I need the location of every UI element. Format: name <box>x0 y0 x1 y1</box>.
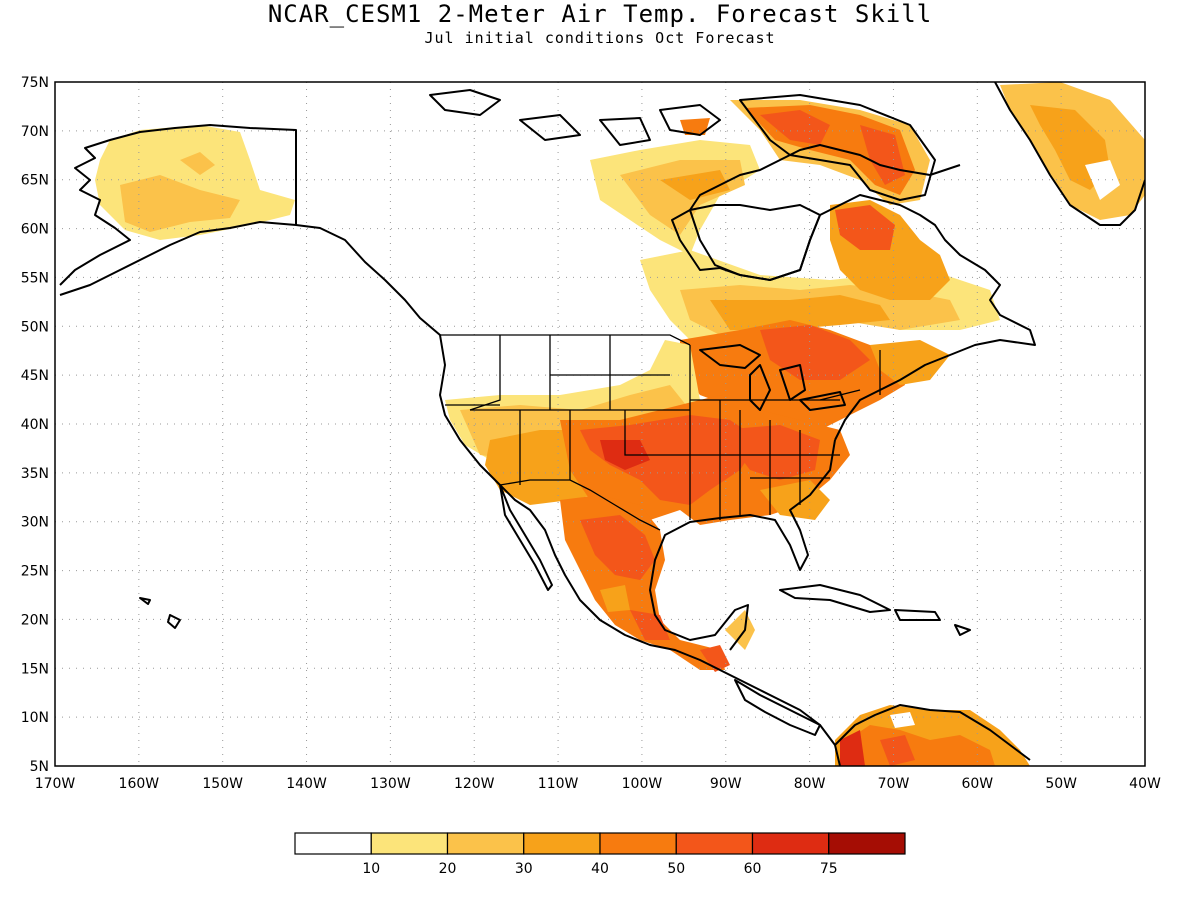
skill-region-south-america-2 <box>840 725 995 766</box>
skill-region-yucatan <box>725 610 755 650</box>
colorbar-swatch <box>523 832 601 855</box>
lat-tick-label: 40N <box>21 417 49 433</box>
map-subtitle: Jul initial conditions Oct Forecast <box>424 29 776 47</box>
lon-tick-label: 120W <box>454 776 495 792</box>
skill-region-arctic-4 <box>680 118 710 135</box>
lon-tick-label: 160W <box>119 776 160 792</box>
lon-tick-label: 60W <box>961 776 993 792</box>
skill-region-arctic-3 <box>660 170 730 200</box>
map-title: NCAR_CESM1 2-Meter Air Temp. Forecast Sk… <box>267 0 933 28</box>
colorbar-label: 40 <box>591 861 609 877</box>
lon-tick-label: 80W <box>794 776 826 792</box>
colorbar-swatch <box>599 832 677 855</box>
lat-tick-label: 30N <box>21 515 49 531</box>
lat-tick-label: 55N <box>21 270 49 286</box>
political-borders <box>295 130 881 531</box>
lat-tick-label: 20N <box>21 612 49 628</box>
colorbar-swatch <box>675 832 754 855</box>
colorbar-label: 50 <box>667 861 685 877</box>
lon-tick-label: 150W <box>202 776 243 792</box>
skill-shading <box>95 82 1145 766</box>
lon-tick-label: 70W <box>878 776 910 792</box>
lon-tick-label: 90W <box>710 776 742 792</box>
latitude-labels: 5N 10N 15N 20N 25N 30N 35N 40N 45N 50N 55N 60N 65N 70… <box>21 75 49 775</box>
longitude-labels: 170W 160W 150W 140W 130W 120W 110W 100W 90W 80W 70… <box>35 776 1161 792</box>
colorbar-label: 10 <box>362 861 380 877</box>
colorbar-label: 60 <box>744 861 762 877</box>
lon-tick-label: 50W <box>1045 776 1077 792</box>
colorbar-swatch <box>828 832 906 855</box>
map-frame <box>54 81 1146 767</box>
lon-tick-label: 130W <box>370 776 411 792</box>
lon-tick-label: 100W <box>622 776 663 792</box>
skill-region-greatlakes-3 <box>870 340 950 385</box>
lon-tick-label: 170W <box>35 776 76 792</box>
lon-tick-label: 140W <box>286 776 327 792</box>
lat-tick-label: 25N <box>21 564 49 580</box>
lat-tick-label: 5N <box>30 759 49 775</box>
colorbar-swatch <box>446 832 525 855</box>
skill-region-centralamerica <box>700 645 730 672</box>
colorbar-swatch <box>370 832 449 855</box>
lat-tick-label: 60N <box>21 222 49 238</box>
lat-tick-label: 10N <box>21 710 49 726</box>
lat-tick-label: 45N <box>21 368 49 384</box>
lat-tick-label: 50N <box>21 319 49 335</box>
lat-tick-label: 70N <box>21 124 49 140</box>
colorbar-label: 30 <box>515 861 533 877</box>
skill-region-mexico-4 <box>600 585 630 612</box>
skill-region-ontario-3 <box>710 295 890 330</box>
lat-tick-label: 75N <box>21 75 49 91</box>
colorbar-swatch <box>751 832 830 855</box>
colorbar-label: 75 <box>820 861 838 877</box>
skill-region-greatlakes-2 <box>760 325 870 380</box>
skill-region-south-america-3 <box>840 730 865 766</box>
lon-tick-label: 110W <box>538 776 579 792</box>
skill-region-greenland-3 <box>1085 160 1120 200</box>
skill-region-south-america-5 <box>890 712 915 728</box>
skill-region-labrador-2 <box>835 205 895 250</box>
skill-region-mexico-2 <box>580 515 655 580</box>
lat-tick-label: 15N <box>21 661 49 677</box>
skill-region-southeast <box>760 480 830 520</box>
skill-region-alaska-3 <box>180 152 215 175</box>
colorbar: 10 20 30 40 50 60 75 <box>294 832 906 877</box>
colorbar-label: 20 <box>439 861 457 877</box>
skill-region-south-america-4 <box>880 735 915 766</box>
coastlines <box>59 82 1145 766</box>
skill-region-baffin-4 <box>860 125 905 185</box>
lat-tick-label: 65N <box>21 173 49 189</box>
skill-region-alaska-2 <box>120 175 240 232</box>
lat-tick-label: 35N <box>21 466 49 482</box>
colorbar-swatch <box>294 832 372 855</box>
lon-tick-label: 40W <box>1129 776 1161 792</box>
skill-region-baffin-3 <box>760 110 830 145</box>
skill-region-mexico-3 <box>630 610 670 640</box>
